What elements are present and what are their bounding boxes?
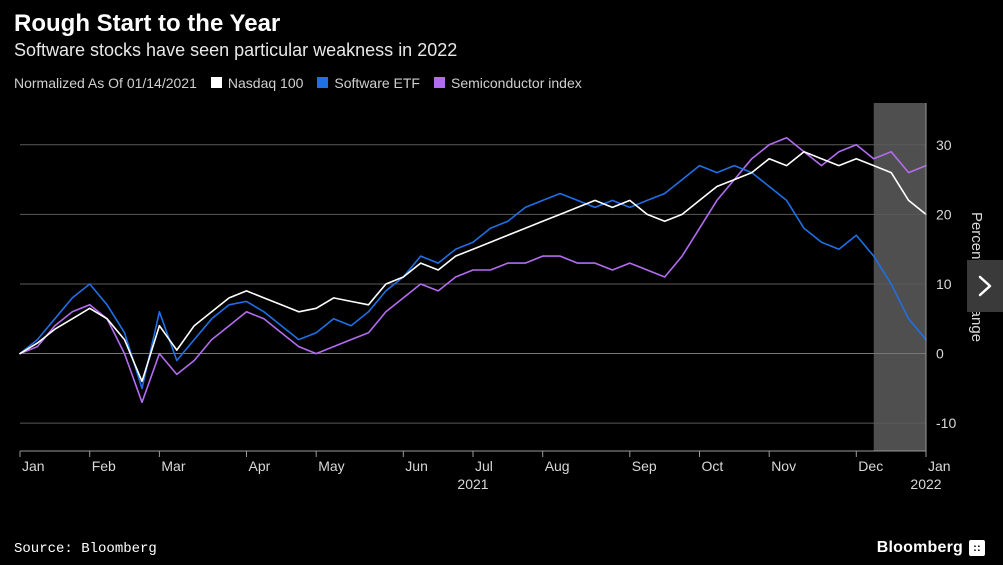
- svg-text:2022: 2022: [910, 476, 941, 492]
- legend: Normalized As Of 01/14/2021 Nasdaq 100 S…: [14, 75, 985, 91]
- legend-label-software: Software ETF: [334, 75, 420, 91]
- svg-text:Aug: Aug: [545, 458, 570, 474]
- brand-label: Bloomberg ::: [877, 539, 985, 557]
- legend-label-nasdaq: Nasdaq 100: [228, 75, 304, 91]
- legend-item-semis: Semiconductor index: [434, 75, 582, 91]
- legend-item-nasdaq: Nasdaq 100: [211, 75, 304, 91]
- legend-label-semis: Semiconductor index: [451, 75, 582, 91]
- brand-logo-icon: ::: [969, 540, 985, 556]
- legend-item-software: Software ETF: [317, 75, 420, 91]
- svg-text:10: 10: [936, 276, 952, 292]
- svg-text:Jul: Jul: [475, 458, 493, 474]
- svg-text:Oct: Oct: [702, 458, 724, 474]
- chart-area: -10 0 10 20 30 Jan Feb Mar Apr May Jun Jul Aug Sep Oct…: [14, 97, 985, 497]
- line-chart-svg: -10 0 10 20 30 Jan Feb Mar Apr May Jun Jul Aug Sep Oct…: [14, 97, 982, 497]
- svg-text:2021: 2021: [457, 476, 488, 492]
- svg-text:Jan: Jan: [22, 458, 45, 474]
- legend-swatch-semis: [434, 77, 445, 88]
- svg-text:May: May: [318, 458, 344, 474]
- svg-text:Jun: Jun: [405, 458, 428, 474]
- svg-text:20: 20: [936, 206, 952, 222]
- svg-text:Apr: Apr: [249, 458, 271, 474]
- legend-swatch-software: [317, 77, 328, 88]
- svg-text:Feb: Feb: [92, 458, 116, 474]
- svg-text:0: 0: [936, 345, 944, 361]
- svg-text:Nov: Nov: [771, 458, 796, 474]
- chart-title: Rough Start to the Year: [14, 10, 985, 38]
- svg-text:Mar: Mar: [161, 458, 185, 474]
- source-label: Source: Bloomberg: [14, 541, 157, 557]
- svg-text:Jan: Jan: [928, 458, 951, 474]
- chart-subtitle: Software stocks have seen particular wea…: [14, 40, 985, 61]
- svg-text:-10: -10: [936, 415, 956, 431]
- svg-text:Sep: Sep: [632, 458, 657, 474]
- chevron-right-icon: [976, 274, 994, 298]
- legend-normalized-label: Normalized As Of 01/14/2021: [14, 75, 197, 91]
- carousel-next-button[interactable]: [967, 260, 1003, 312]
- brand-text: Bloomberg: [877, 539, 963, 557]
- legend-swatch-nasdaq: [211, 77, 222, 88]
- svg-text:Dec: Dec: [858, 458, 883, 474]
- svg-text:30: 30: [936, 136, 952, 152]
